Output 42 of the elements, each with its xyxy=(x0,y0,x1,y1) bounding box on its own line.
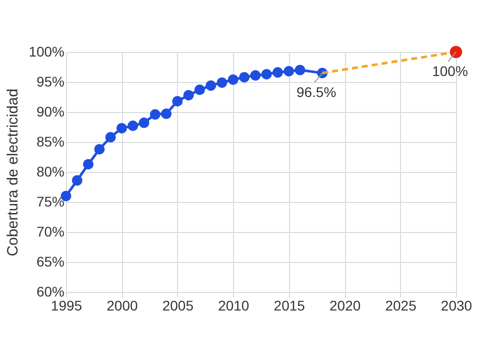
y-tick-label: 90% xyxy=(36,104,64,120)
x-tick-label: 2020 xyxy=(329,298,361,314)
point xyxy=(183,90,194,100)
point xyxy=(116,122,127,134)
x-tick-label: 2010 xyxy=(218,298,250,314)
x-tick-label: 2000 xyxy=(106,298,138,314)
point xyxy=(450,46,462,58)
y-axis-title: Cobertura de electricidad xyxy=(4,88,22,256)
point xyxy=(261,68,272,80)
y-tick-label: 80% xyxy=(36,164,64,180)
y-tick-label: 65% xyxy=(36,254,64,270)
point xyxy=(172,96,183,106)
point xyxy=(83,158,94,170)
y-tick-label: 85% xyxy=(36,134,64,150)
x-tick-label: 2015 xyxy=(274,298,306,314)
x-tick-label: 1995 xyxy=(50,298,82,314)
point xyxy=(72,175,82,186)
point xyxy=(272,67,283,78)
point xyxy=(294,64,306,76)
point xyxy=(138,118,150,128)
point xyxy=(284,66,294,76)
y-tick-label: 70% xyxy=(36,224,64,240)
point xyxy=(105,132,116,142)
annotation: 100% xyxy=(432,63,468,79)
point xyxy=(94,144,105,154)
point xyxy=(150,109,160,120)
x-tick-label: 2025 xyxy=(385,298,417,314)
x-tick-label: 2030 xyxy=(440,298,472,314)
point xyxy=(250,70,261,81)
point xyxy=(128,120,138,132)
annotation: 96.5% xyxy=(296,84,336,100)
point xyxy=(206,80,216,91)
point xyxy=(194,84,205,96)
point xyxy=(161,108,172,120)
y-tick-label: 60% xyxy=(36,284,64,300)
point xyxy=(216,77,228,88)
point xyxy=(239,72,250,82)
point xyxy=(228,74,238,85)
y-tick-label: 75% xyxy=(36,194,64,210)
y-tick-label: 100% xyxy=(28,44,64,60)
x-tick-label: 2005 xyxy=(162,298,194,314)
y-tick-label: 95% xyxy=(36,74,64,90)
